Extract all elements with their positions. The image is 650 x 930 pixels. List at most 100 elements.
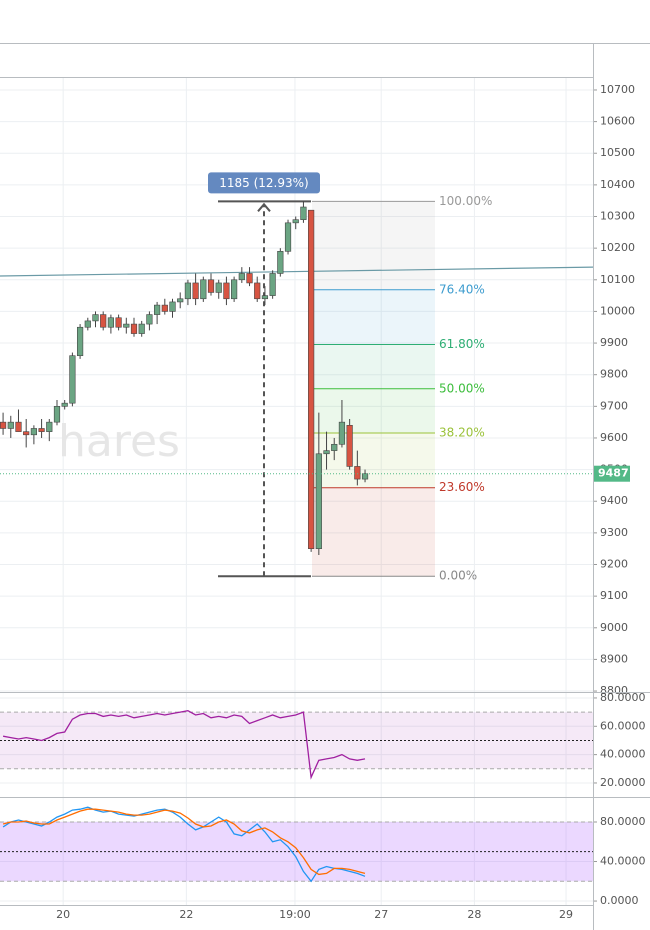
candle-body	[38, 428, 45, 432]
candle-body	[346, 425, 353, 467]
candle-body	[107, 317, 114, 328]
measure-label: 1185 (12.93%)	[219, 176, 308, 190]
candle-body	[138, 323, 145, 334]
y-tick-label: 10400	[600, 178, 635, 191]
candle-body	[7, 421, 14, 429]
candle-body	[261, 295, 269, 300]
candle-body	[284, 222, 292, 252]
y-tick-label: 10600	[600, 115, 635, 128]
x-tick-label: 28	[467, 908, 481, 921]
candle-body	[154, 304, 161, 315]
candle-body	[0, 421, 7, 429]
candle-body	[161, 304, 168, 312]
y-tick-label: 60.0000	[600, 719, 646, 732]
candle-body	[238, 273, 245, 281]
x-tick-label: 27	[374, 908, 388, 921]
y-tick-label: 9000	[600, 621, 628, 634]
fib-zone	[312, 388, 435, 434]
x-tick-label: 19:00	[279, 908, 311, 921]
candle-body	[200, 279, 207, 300]
series-line	[2, 806, 366, 883]
candle-body	[46, 421, 53, 432]
series-line	[2, 710, 366, 780]
candle-body	[292, 219, 299, 224]
candle-body	[115, 317, 122, 328]
y-tick-label: 9400	[600, 494, 628, 507]
candle-body	[177, 298, 184, 303]
fib-label: 23.60%	[439, 480, 485, 494]
y-tick-label: 8900	[600, 652, 628, 665]
candle-body	[361, 473, 369, 480]
panel	[0, 797, 593, 905]
candle-body	[215, 282, 222, 293]
y-tick-label: 10200	[600, 241, 635, 254]
y-tick-label: 9200	[600, 558, 628, 571]
y-tick-label: 20.0000	[600, 776, 646, 789]
candle-body	[231, 279, 238, 300]
fib-zone	[312, 289, 435, 345]
candle-body	[315, 453, 322, 549]
candle-body	[123, 323, 130, 328]
y-tick-label: 10700	[600, 83, 635, 96]
candle-body	[338, 421, 346, 445]
candle-body	[92, 314, 99, 322]
candle-body	[223, 282, 230, 300]
last-price-label: 9487	[598, 467, 629, 480]
candle-body	[169, 301, 176, 312]
candle-body	[277, 251, 284, 274]
candle-body	[269, 273, 276, 296]
y-tick-label: 9800	[600, 368, 628, 381]
y-tick-label: 8800	[600, 684, 628, 697]
candle-body	[53, 406, 61, 423]
watermark: hares	[58, 416, 180, 467]
y-tick-label: 10500	[600, 146, 635, 159]
x-tick-label: 29	[559, 908, 573, 921]
candle-body	[184, 282, 192, 300]
fib-zone	[312, 433, 435, 488]
measure-box	[208, 172, 320, 194]
trendline	[0, 266, 593, 277]
fib-zone	[312, 344, 435, 389]
fib-label: 50.00%	[439, 381, 485, 395]
y-tick-label: 0.0000	[600, 894, 639, 907]
candle-body	[30, 428, 37, 436]
panel	[0, 692, 593, 797]
y-tick-label: 9300	[600, 526, 628, 539]
y-tick-label: 10000	[600, 304, 635, 317]
fib-label: 38.20%	[439, 426, 485, 440]
candle-body	[61, 402, 68, 407]
last-price-box	[594, 465, 630, 482]
x-tick-label: 22	[179, 908, 193, 921]
candle-body	[130, 323, 138, 334]
candle-body	[76, 326, 84, 357]
fib-label: 100.00%	[439, 194, 492, 208]
y-tick-label: 80.0000	[600, 815, 646, 828]
fib-zone	[312, 487, 435, 577]
y-tick-label: 10100	[600, 273, 635, 286]
candle-body	[146, 314, 153, 325]
x-tick-label: 20	[56, 908, 70, 921]
measure-arrow	[257, 202, 271, 212]
candle-body	[23, 431, 30, 436]
candle-body	[323, 450, 330, 455]
y-tick-label: 9900	[600, 336, 628, 349]
candle-body	[15, 421, 22, 432]
candle-body	[300, 206, 307, 220]
fib-label: 0.00%	[439, 569, 477, 583]
y-tick-label: 10300	[600, 210, 635, 223]
fib-zone	[312, 201, 435, 290]
candle-body	[308, 209, 315, 549]
y-tick-label: 80.0000	[600, 691, 646, 704]
candle-body	[354, 466, 361, 480]
y-tick-label: 40.0000	[600, 855, 646, 868]
candle-body	[331, 443, 338, 451]
candle-body	[254, 282, 261, 300]
candle-body	[84, 320, 91, 328]
y-tick-label: 9700	[600, 399, 628, 412]
fib-label: 61.80%	[439, 337, 485, 351]
y-tick-label: 9100	[600, 589, 628, 602]
fib-label: 76.40%	[439, 282, 485, 296]
series-line	[2, 808, 366, 876]
